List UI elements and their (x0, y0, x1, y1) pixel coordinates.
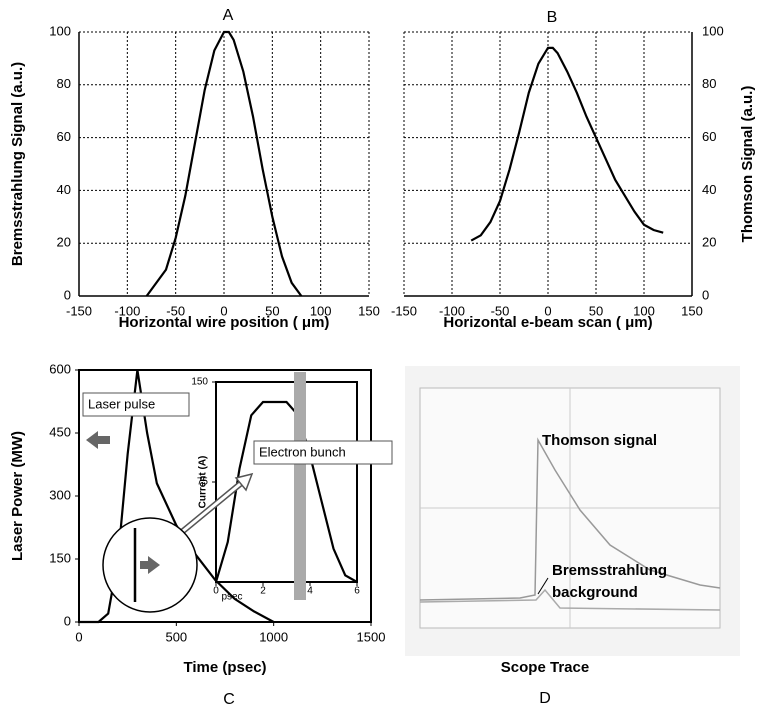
x-tick-label: -100 (114, 303, 140, 318)
panel: 0 20 40 60 80 100 -150 -100 -50 0 50 100 150 Bremsstr… (9, 7, 380, 331)
y-tick-label: 40 (57, 182, 71, 197)
zoom-arrow-head (234, 472, 254, 492)
arrow-left (86, 431, 110, 449)
x-axis-label: Horizontal e-beam scan ( μm) (443, 314, 652, 331)
x-tick-label: 0 (75, 629, 82, 644)
y-tick-label: 40 (702, 182, 716, 197)
x-tick-label: -50 (166, 303, 185, 318)
panel: 0 20 40 60 80 100 -150 -100 -50 0 50 100 150 Thomson … (391, 9, 756, 331)
y-tick-label: 100 (49, 23, 71, 38)
y-tick-label: 0 (64, 287, 71, 302)
data-line (145, 30, 303, 297)
x-tick-label: 100 (633, 303, 655, 318)
arrow-right (140, 556, 160, 574)
scope-image (405, 366, 740, 656)
x-tick-label: -100 (439, 303, 465, 318)
y-axis-label: Current (A) (198, 456, 209, 509)
y-tick-label: 450 (49, 424, 71, 439)
x-tick-label: -150 (391, 303, 417, 318)
x-axis-label: Time (psec) (183, 659, 266, 676)
panel-label: A (223, 7, 234, 24)
x-tick-label: 4 (307, 586, 313, 597)
annotation-box (253, 440, 393, 465)
x-tick-label: -150 (66, 303, 92, 318)
data-line (79, 369, 275, 624)
y-axis-label: Thomson Signal (a.u.) (739, 86, 756, 243)
annotation-box (82, 392, 190, 417)
y-tick-label: 75 (197, 477, 209, 488)
y-tick-label: 80 (57, 76, 71, 91)
y-axis-label: Laser Power (MW) (9, 431, 26, 561)
x-tick-label: 50 (265, 303, 279, 318)
x-tick-label: 6 (354, 586, 360, 597)
x-axis-label: Horizontal wire position ( μm) (119, 314, 330, 331)
panel: 75 150 0 2 4 6 Current (A) psec (191, 377, 360, 603)
x-tick-label: 1000 (259, 629, 288, 644)
annotation: Thomson signal (542, 432, 657, 449)
x-tick-label: 0 (544, 303, 551, 318)
annotation: background (552, 584, 638, 601)
y-tick-label: 300 (49, 487, 71, 502)
panel-label: D (539, 690, 551, 707)
x-tick-label: 100 (310, 303, 332, 318)
pointer (537, 577, 549, 595)
y-tick-label: 0 (64, 613, 71, 628)
y-tick-label: 150 (49, 550, 71, 565)
caption: Scope Trace (501, 659, 589, 676)
x-tick-label: 2 (260, 586, 266, 597)
x-tick-label: 50 (589, 303, 603, 318)
y-tick-label: 80 (702, 76, 716, 91)
data-line (470, 46, 664, 242)
x-tick-label: 150 (681, 303, 703, 318)
annotation: Electron bunch (259, 444, 346, 459)
y-tick-label: 20 (702, 235, 716, 250)
x-tick-label: 1500 (357, 629, 386, 644)
y-tick-label: 20 (57, 235, 71, 250)
x-tick-label: 0 (220, 303, 227, 318)
panel-label: B (547, 9, 558, 26)
x-tick-label: 0 (213, 586, 219, 597)
annotation: Bremsstrahlung (552, 562, 667, 579)
y-tick-label: 60 (702, 129, 716, 144)
x-axis-label: psec (221, 592, 242, 603)
x-tick-label: -50 (491, 303, 510, 318)
x-tick-label: 150 (358, 303, 380, 318)
y-tick-label: 0 (702, 287, 709, 302)
y-tick-label: 150 (191, 377, 208, 388)
y-tick-label: 100 (702, 23, 724, 38)
y-tick-label: 600 (49, 361, 71, 376)
panel-label: C (223, 691, 235, 708)
y-axis-label: Bremsstrahlung Signal (a.u.) (9, 62, 26, 266)
y-tick-label: 60 (57, 129, 71, 144)
laser-bar (294, 372, 306, 600)
x-tick-label: 500 (165, 629, 187, 644)
annotation: Laser pulse (88, 396, 155, 411)
